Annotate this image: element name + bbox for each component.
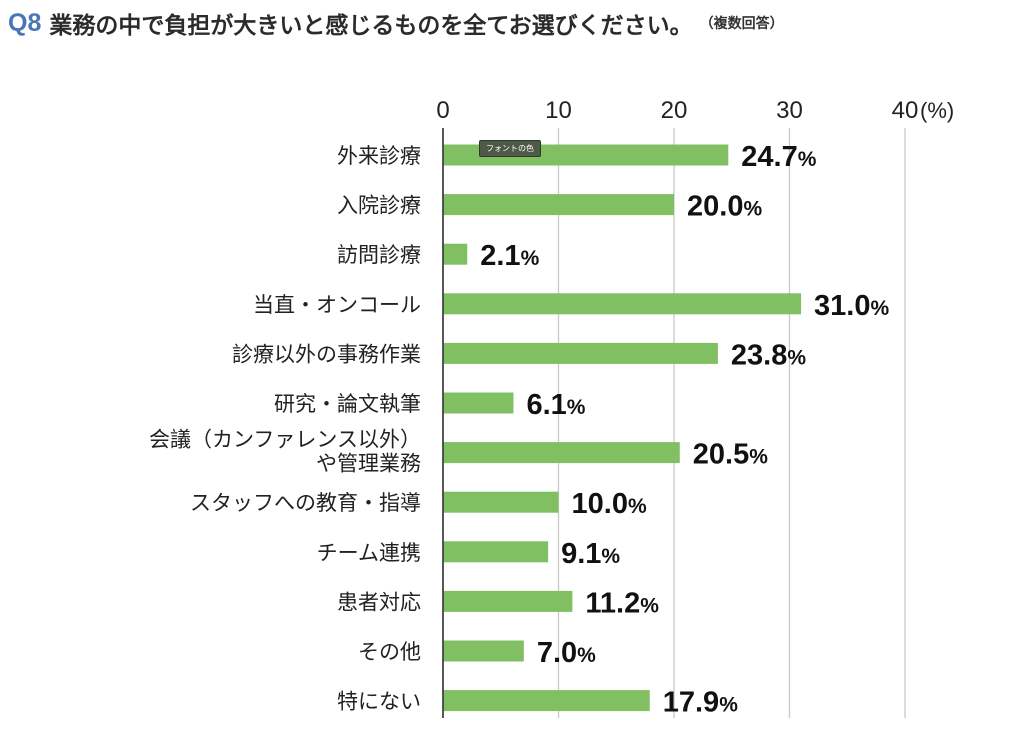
category-label: 研究・論文執筆 [274, 392, 421, 416]
category-label: 訪問診療 [337, 243, 421, 267]
font-color-tooltip: フォントの色 [479, 140, 541, 157]
category-label: 診療以外の事務作業 [232, 342, 421, 366]
value-label: 10.0% [572, 488, 647, 520]
value-label: 2.1% [480, 240, 539, 272]
bar [443, 442, 680, 464]
bar [443, 392, 514, 414]
value-number: 10.0 [572, 488, 628, 520]
value-unit: % [628, 495, 647, 518]
x-tick-label: 20 [661, 97, 688, 124]
category-label: や管理業務 [316, 452, 421, 476]
value-unit: % [719, 694, 738, 717]
category-label: 当直・オンコール [253, 293, 421, 317]
value-label: 7.0% [537, 637, 596, 669]
value-number: 31.0 [814, 290, 870, 322]
bar [443, 590, 573, 612]
question-note: （複数回答） [706, 16, 784, 32]
value-number: 2.1 [480, 240, 520, 272]
value-number: 11.2 [585, 587, 640, 619]
value-number: 24.7 [741, 141, 797, 173]
bar [443, 541, 549, 563]
category-label: その他 [358, 640, 421, 664]
value-number: 6.1 [526, 389, 566, 421]
x-tick-label: 30 [776, 97, 803, 124]
question-text: 業務の中で負担が大きいと感じるものを全てお選びください。 [49, 13, 693, 39]
value-number: 20.5 [693, 439, 749, 471]
bar [443, 640, 524, 662]
value-label: 9.1% [561, 538, 620, 570]
value-label: 11.2% [585, 587, 659, 619]
value-unit: % [577, 644, 596, 667]
x-tick-label: 0 [436, 97, 449, 124]
value-number: 20.0 [687, 191, 743, 223]
category-label: チーム連携 [317, 541, 421, 565]
bar [443, 690, 650, 712]
category-label: スタッフへの教育・指導 [190, 491, 421, 515]
value-unit: % [871, 297, 890, 320]
bar [443, 491, 559, 513]
value-unit: % [749, 446, 768, 469]
value-unit: % [521, 247, 540, 270]
value-label: 6.1% [526, 389, 585, 421]
bar [443, 194, 674, 216]
value-unit: % [787, 346, 806, 369]
value-unit: % [567, 396, 586, 419]
value-unit: % [640, 594, 659, 617]
value-unit: % [798, 148, 817, 171]
value-label: 20.5% [693, 439, 768, 471]
category-label: 入院診療 [337, 194, 421, 218]
value-number: 17.9 [663, 687, 719, 719]
x-tick-label: 40 [892, 97, 919, 124]
value-label: 20.0% [687, 191, 762, 223]
x-unit-label: (%) [920, 98, 954, 123]
value-number: 7.0 [537, 637, 577, 669]
category-label: 会議（カンファレンス以外） [149, 428, 421, 452]
value-label: 17.9% [663, 687, 738, 719]
bar [443, 293, 802, 315]
value-unit: % [743, 198, 762, 221]
bar [443, 243, 468, 265]
question-header: Q8 業務の中で負担が大きいと感じるものを全てお選びください。 （複数回答） [8, 6, 784, 46]
value-unit: % [601, 545, 620, 568]
value-label: 31.0% [814, 290, 889, 322]
bar [443, 342, 718, 364]
category-label: 外来診療 [337, 144, 421, 168]
x-tick-label: 10 [545, 97, 572, 124]
value-label: 23.8% [731, 339, 806, 371]
category-label: 患者対応 [337, 590, 421, 614]
question-number: Q8 [8, 8, 42, 37]
value-number: 23.8 [731, 339, 787, 371]
value-number: 9.1 [561, 538, 601, 570]
category-label: 特にない [337, 690, 421, 714]
value-label: 24.7% [741, 141, 816, 173]
